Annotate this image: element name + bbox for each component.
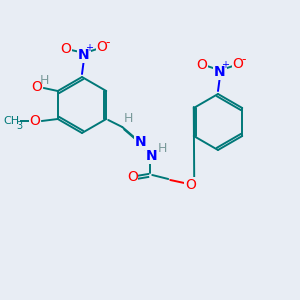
Text: +: +	[221, 60, 229, 70]
Text: H: H	[124, 112, 133, 125]
Text: O: O	[29, 114, 40, 128]
Text: N: N	[78, 48, 90, 62]
Text: O: O	[185, 178, 196, 192]
Text: O: O	[232, 57, 243, 71]
Text: O: O	[31, 80, 42, 94]
Text: H: H	[158, 142, 167, 154]
Text: O: O	[196, 58, 207, 72]
Text: -: -	[242, 53, 246, 67]
Text: N: N	[214, 65, 226, 79]
Text: N: N	[134, 135, 146, 149]
Text: O: O	[97, 40, 107, 54]
Text: O: O	[127, 170, 138, 184]
Text: N: N	[146, 149, 157, 163]
Text: H: H	[40, 74, 50, 88]
Text: +: +	[85, 43, 93, 53]
Text: -: -	[106, 37, 110, 50]
Text: O: O	[61, 42, 71, 56]
Text: 3: 3	[17, 121, 23, 131]
Text: CH: CH	[4, 116, 20, 126]
